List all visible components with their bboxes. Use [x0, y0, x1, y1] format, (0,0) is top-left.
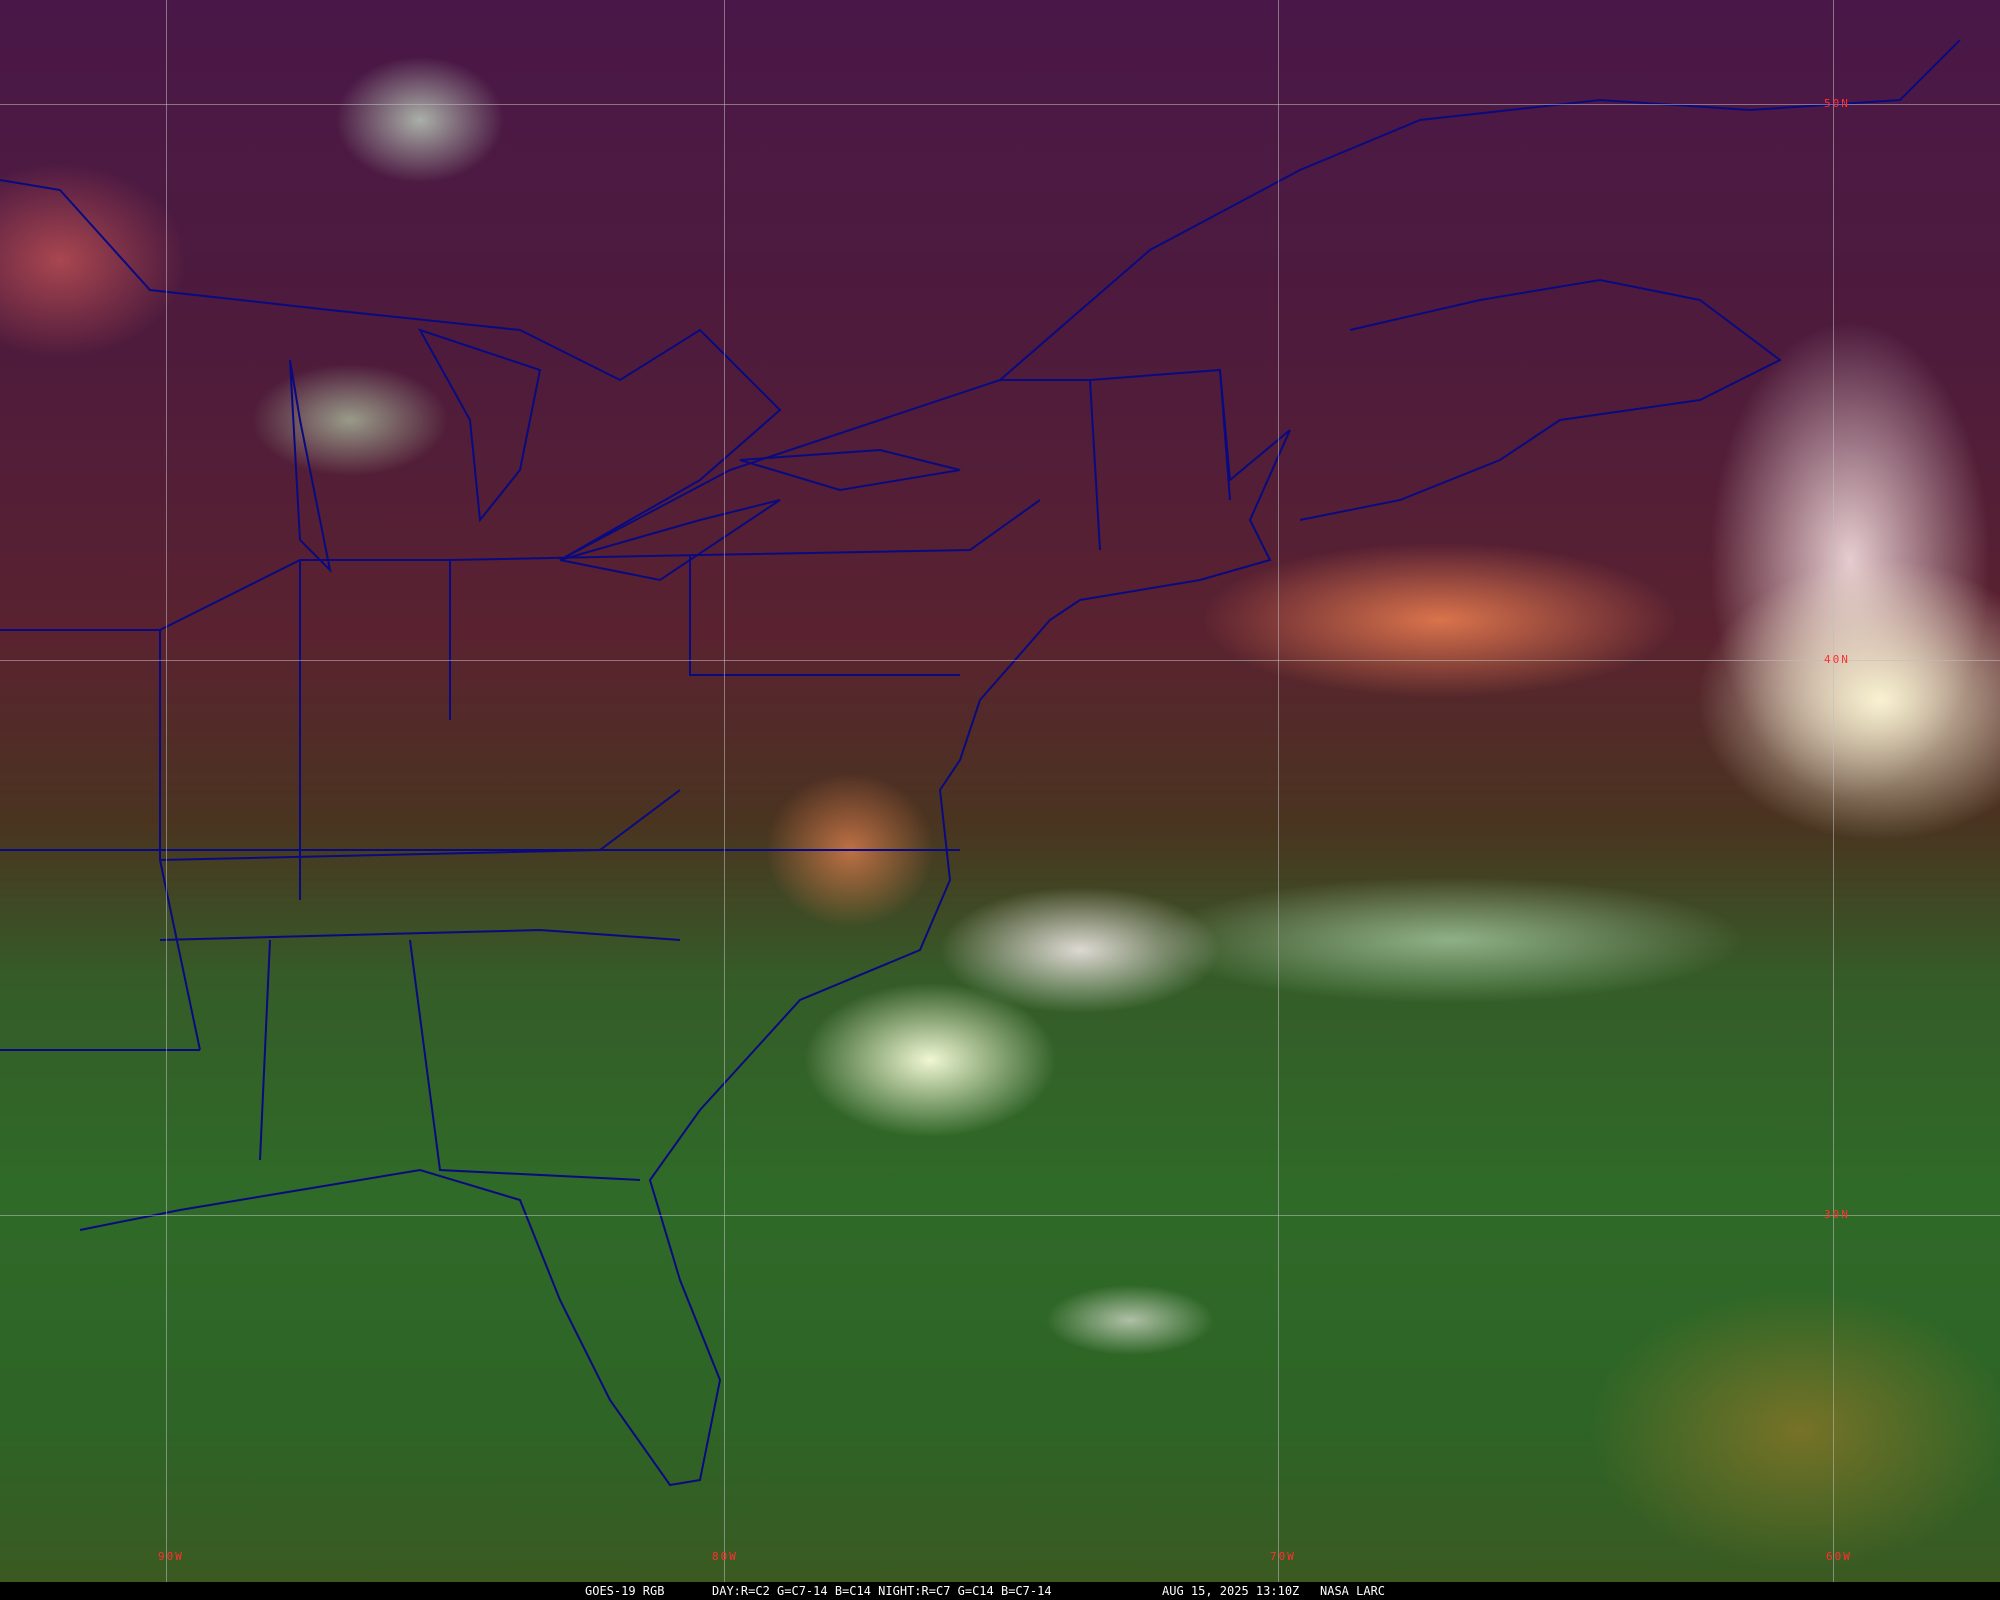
longitude-line-90w [166, 0, 167, 1582]
great-lakes [289, 328, 961, 582]
source-label: NASA LARC [1320, 1584, 1386, 1598]
longitude-label: 60W [1826, 1550, 1852, 1563]
longitude-label: 90W [158, 1550, 184, 1563]
latitude-line-50n [0, 104, 2000, 105]
latitude-line-30n [0, 1215, 2000, 1216]
longitude-label: 70W [1270, 1550, 1296, 1563]
longitude-label: 80W [712, 1550, 738, 1563]
latitude-label: 40N [1824, 653, 1850, 666]
east-coast [79, 429, 1291, 1487]
latitude-label: 30N [1824, 1208, 1850, 1221]
satellite-name: GOES-19 RGB [585, 1584, 665, 1598]
longitude-line-70w [1278, 0, 1279, 1582]
timestamp: AUG 15, 2025 13:10Z [1162, 1584, 1300, 1598]
latitude-line-40n [0, 660, 2000, 661]
longitude-line-60w [1833, 0, 1834, 1582]
canada-us-border [0, 179, 1291, 561]
state-borders [0, 369, 1231, 1181]
gulf-of-st-lawrence [1299, 278, 1782, 521]
product-description: DAY:R=C2 G=C7-14 B=C14 NIGHT:R=C7 G=C14 … [712, 1584, 1052, 1598]
caption-bar: GOES-19 RGB DAY:R=C2 G=C7-14 B=C14 NIGHT… [0, 1582, 2000, 1600]
latitude-label: 50N [1824, 97, 1850, 110]
st-lawrence-coast [999, 39, 1961, 381]
longitude-line-80w [724, 0, 725, 1582]
